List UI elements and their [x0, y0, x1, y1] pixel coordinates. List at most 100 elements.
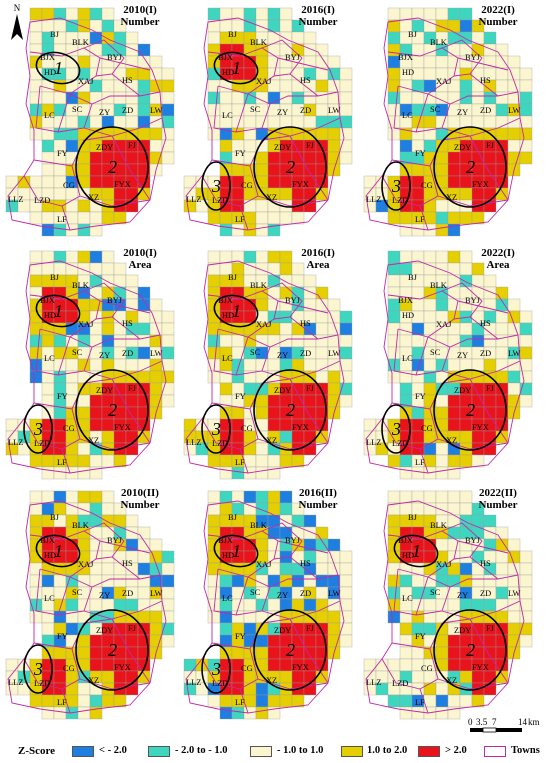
grid-cell	[77, 370, 91, 384]
grid-cell	[303, 187, 317, 201]
grid-cell	[315, 430, 329, 444]
grid-cell	[483, 187, 497, 201]
grid-cell	[267, 286, 281, 300]
town-label-xz: XZ	[88, 676, 99, 685]
grid-cell	[279, 562, 293, 576]
cluster-ellipse-2	[75, 126, 149, 208]
town-boundary	[213, 568, 318, 616]
grid-cell	[255, 55, 269, 69]
grid-cell	[53, 646, 67, 660]
town-boundary	[419, 688, 429, 714]
grid-cell	[231, 646, 245, 660]
grid-cell	[435, 706, 449, 720]
grid-cell	[399, 622, 413, 636]
grid-cell	[255, 394, 269, 408]
town-label-bj: BJ	[228, 273, 238, 282]
grid-cell	[29, 346, 43, 360]
panel-title: 2010(I) Number	[110, 4, 170, 28]
grid-cell	[89, 250, 103, 264]
map-panel-4: BJ BLK BJX BYJ HD XAJ HS LC SC ZY ZD LW FY ZDY FJ CG FYX…	[0, 243, 176, 480]
grid-cell	[459, 211, 473, 225]
grid-cell	[447, 514, 461, 528]
cluster-number-3: 3	[33, 419, 43, 439]
grid-cell	[423, 490, 437, 504]
grid-cell	[53, 103, 67, 117]
town-boundary	[35, 85, 140, 133]
grid-cell	[495, 346, 509, 360]
grid-cell	[41, 223, 55, 237]
grid-cell	[303, 151, 317, 165]
town-label-lzd: LZD	[34, 439, 50, 448]
grid-cell	[113, 430, 127, 444]
grid-cell	[459, 598, 473, 612]
grid-cell	[315, 610, 329, 624]
grid-cell	[483, 55, 497, 69]
grid-cell	[447, 151, 461, 165]
grid-cell	[327, 610, 341, 624]
grid-cell	[471, 358, 485, 372]
town-label-zdy: ZDY	[96, 626, 113, 635]
town-label-lzd: LZD	[212, 196, 228, 205]
grid-cell	[65, 199, 79, 213]
grid-cell	[315, 370, 329, 384]
grid-cell	[89, 658, 103, 672]
town-label-bjx: BJX	[218, 536, 233, 545]
town-label-xz: XZ	[266, 676, 277, 685]
grid-cell	[149, 382, 163, 396]
grid-cell	[267, 274, 281, 288]
town-label-xz: XZ	[266, 436, 277, 445]
grid-cell	[291, 694, 305, 708]
grid-cell	[113, 334, 127, 348]
grid-cell	[101, 418, 115, 432]
town-label-fy: FY	[415, 392, 426, 401]
grid-cell	[483, 634, 497, 648]
panel-year: 2010(I)	[123, 4, 157, 16]
grid-cell	[435, 598, 449, 612]
town-label-zy: ZY	[99, 351, 110, 360]
town-label-cg: CG	[421, 424, 433, 433]
grid-cells	[363, 490, 533, 720]
panel-year: 2010(I)	[123, 247, 157, 259]
grid-cell	[29, 31, 43, 45]
grid-cell	[375, 658, 389, 672]
town-label-blk: BLK	[250, 521, 267, 530]
map-panel-1: BJ BLK BJX BYJ HD XAJ HS LC SC ZY ZD LW FY ZDY FJ CG FYX…	[0, 0, 176, 237]
town-boundaries	[7, 260, 167, 474]
grid-cell	[279, 694, 293, 708]
grid-cell	[125, 670, 139, 684]
cluster-ellipses: 12	[393, 534, 507, 691]
grid-cell	[471, 598, 485, 612]
grid-cell	[101, 598, 115, 612]
grid-cell	[41, 382, 55, 396]
grid-cell	[89, 175, 103, 189]
legend-label-towns: Towns	[511, 745, 540, 756]
town-label-zd: ZD	[300, 589, 311, 598]
legend-label-lt-minus2: < - 2.0	[99, 745, 127, 756]
town-label-lf: LF	[415, 458, 425, 467]
grid-cell	[89, 7, 103, 21]
grid-cell	[399, 211, 413, 225]
grid-cell	[303, 598, 317, 612]
grid-cell	[459, 79, 473, 93]
grid-cell	[315, 574, 329, 588]
cluster-number-3: 3	[33, 659, 43, 679]
grid-cell	[495, 286, 509, 300]
grid-cell	[255, 538, 269, 552]
town-boundary	[441, 282, 483, 320]
grid-cell	[483, 115, 497, 129]
town-boundary	[441, 39, 483, 77]
grid-cell	[495, 574, 509, 588]
town-label-bjx: BJX	[40, 53, 55, 62]
panel-metric: Number	[120, 16, 160, 28]
grid-cell	[447, 418, 461, 432]
town-label-zd: ZD	[122, 589, 133, 598]
grid-cell	[447, 223, 461, 237]
grid-cell	[435, 262, 449, 276]
grid-cell	[161, 79, 175, 93]
grid-cell	[65, 7, 79, 21]
grid-cell	[435, 406, 449, 420]
panel-metric: Number	[298, 16, 338, 28]
cluster-ellipse-3	[381, 161, 411, 211]
grid-cell	[255, 211, 269, 225]
grid-cell	[137, 187, 151, 201]
